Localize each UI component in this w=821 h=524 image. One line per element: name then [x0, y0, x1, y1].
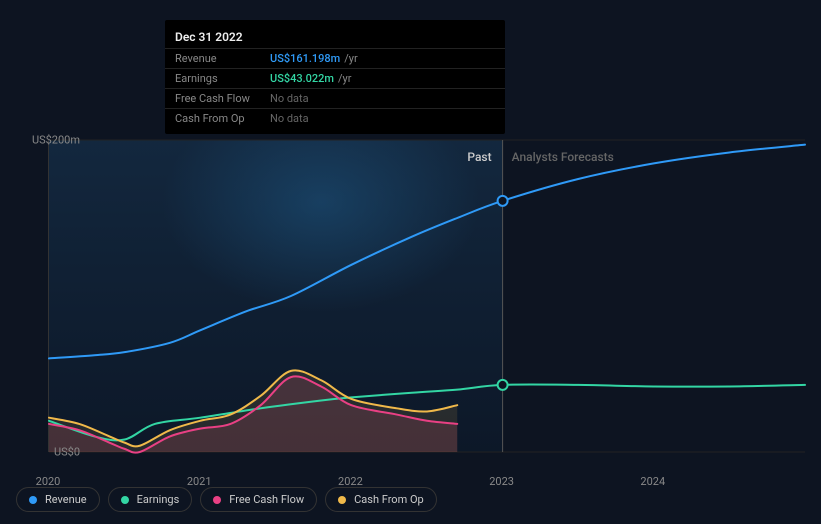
- plot-area[interactable]: [48, 140, 805, 452]
- y-axis-label: US$0: [54, 446, 80, 459]
- legend-item-cash-from-op[interactable]: Cash From Op: [325, 487, 437, 512]
- tooltip-metric-label: Earnings: [175, 72, 270, 85]
- tooltip-metric-label: Free Cash Flow: [175, 92, 270, 105]
- forecast-section-label: Analysts Forecasts: [512, 150, 614, 164]
- tooltip-metric-value: US$161.198m: [270, 52, 340, 65]
- tooltip-row: RevenueUS$161.198m/yr: [165, 48, 505, 68]
- legend-label: Free Cash Flow: [229, 493, 304, 506]
- tooltip-metric-label: Cash From Op: [175, 112, 270, 125]
- tooltip-no-data: No data: [270, 112, 309, 125]
- tooltip-metric-unit: /yr: [344, 52, 357, 65]
- tooltip-row: Free Cash FlowNo data: [165, 88, 505, 108]
- chart-marker-earnings[interactable]: [498, 380, 508, 390]
- legend-dot: [29, 496, 37, 504]
- legend-dot: [213, 496, 221, 504]
- legend-label: Earnings: [137, 493, 180, 506]
- legend-label: Cash From Op: [354, 493, 424, 506]
- legend: Revenue Earnings Free Cash Flow Cash From O…: [16, 487, 437, 512]
- legend-item-revenue[interactable]: Revenue: [16, 487, 100, 512]
- tooltip-row: EarningsUS$43.022m/yr: [165, 68, 505, 88]
- tooltip-metric-unit: /yr: [338, 72, 351, 85]
- x-axis-label: 2024: [640, 475, 665, 488]
- past-section-label: Past: [467, 150, 491, 164]
- legend-dot: [338, 496, 346, 504]
- legend-item-earnings[interactable]: Earnings: [108, 487, 193, 512]
- chart-container: US$0US$200m20202021202220232024PastAnaly…: [16, 120, 805, 464]
- tooltip-date: Dec 31 2022: [165, 26, 505, 48]
- legend-item-free-cash-flow[interactable]: Free Cash Flow: [200, 487, 317, 512]
- chart-marker-revenue[interactable]: [498, 196, 508, 206]
- tooltip-no-data: No data: [270, 92, 309, 105]
- legend-dot: [121, 496, 129, 504]
- tooltip-metric-label: Revenue: [175, 52, 270, 65]
- x-axis-label: 2023: [489, 475, 514, 488]
- chart-tooltip: Dec 31 2022 RevenueUS$161.198m/yrEarning…: [165, 20, 505, 134]
- tooltip-row: Cash From OpNo data: [165, 108, 505, 128]
- tooltip-metric-value: US$43.022m: [270, 72, 334, 85]
- y-axis-label: US$200m: [32, 134, 80, 147]
- legend-label: Revenue: [45, 493, 87, 506]
